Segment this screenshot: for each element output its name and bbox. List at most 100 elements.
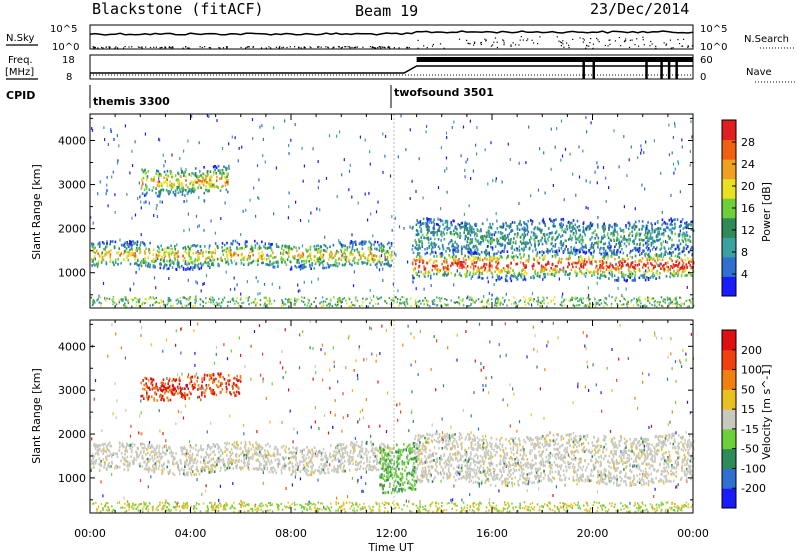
data-point	[327, 431, 330, 435]
data-point	[432, 250, 434, 254]
data-point	[168, 277, 170, 280]
data-point	[532, 325, 534, 329]
data-point	[589, 180, 591, 184]
data-point	[647, 248, 649, 252]
data-point	[219, 169, 221, 172]
data-point	[184, 297, 186, 300]
data-point	[254, 239, 256, 243]
data-point	[509, 158, 511, 161]
data-point	[565, 245, 567, 248]
data-point	[391, 228, 393, 232]
data-point	[584, 275, 587, 278]
noise-search-point	[388, 46, 390, 48]
data-point	[287, 216, 289, 220]
data-point	[307, 298, 309, 301]
data-point	[135, 304, 138, 307]
noise-search-point	[340, 47, 342, 49]
noise-search-point	[406, 46, 408, 48]
data-point	[131, 216, 133, 220]
data-point	[390, 244, 393, 247]
data-point	[677, 160, 679, 164]
data-point	[231, 254, 234, 257]
data-point	[496, 239, 498, 242]
data-point	[436, 222, 438, 226]
data-point	[315, 248, 318, 251]
data-point	[582, 228, 585, 232]
data-point	[313, 255, 316, 258]
data-point	[526, 226, 529, 230]
data-point	[550, 231, 552, 235]
data-point	[461, 261, 463, 264]
data-point	[572, 225, 574, 229]
data-point	[498, 271, 500, 274]
data-point	[283, 303, 285, 306]
data-point	[206, 256, 208, 260]
data-point	[450, 498, 452, 502]
data-point	[316, 207, 318, 211]
data-point	[440, 146, 442, 150]
data-point	[606, 246, 609, 249]
data-point	[450, 223, 453, 227]
data-point	[443, 260, 445, 263]
data-point	[522, 268, 524, 272]
data-point	[678, 262, 680, 266]
data-point	[119, 238, 121, 242]
data-point	[442, 266, 445, 269]
noise-search-point	[281, 47, 283, 49]
data-point	[328, 305, 331, 308]
data-point	[277, 260, 279, 263]
data-point	[474, 251, 477, 255]
data-point	[519, 240, 522, 244]
data-point	[660, 247, 663, 250]
data-point	[202, 305, 204, 308]
data-point	[426, 233, 428, 236]
data-point	[565, 257, 568, 261]
noise-search-point	[286, 46, 288, 49]
data-point	[531, 222, 533, 226]
data-point	[638, 219, 640, 223]
data-point	[522, 249, 525, 252]
data-point	[450, 264, 452, 268]
data-point	[182, 266, 185, 270]
data-point	[464, 273, 466, 276]
data-point	[177, 263, 180, 266]
data-point	[350, 250, 352, 254]
data-point	[170, 175, 173, 179]
data-point	[162, 259, 165, 262]
data-point	[280, 256, 283, 259]
data-point	[433, 218, 435, 221]
data-point	[682, 270, 685, 273]
data-point	[520, 223, 522, 227]
data-point	[668, 153, 670, 157]
data-point	[645, 231, 647, 235]
data-point	[135, 261, 137, 265]
data-point	[317, 277, 319, 281]
data-point	[382, 132, 384, 136]
data-point	[668, 219, 671, 222]
data-point	[614, 253, 617, 256]
data-point	[590, 244, 593, 247]
power-x-ticks	[89, 114, 694, 308]
data-point	[418, 251, 421, 255]
data-point	[203, 166, 205, 169]
data-point	[170, 252, 173, 256]
data-point	[208, 176, 211, 179]
noise-search-point	[650, 40, 652, 43]
data-point	[178, 261, 180, 265]
data-point	[344, 257, 346, 261]
data-point	[603, 257, 605, 260]
data-point	[647, 253, 649, 257]
data-point	[643, 263, 645, 267]
data-point	[544, 254, 546, 258]
data-point	[633, 269, 635, 272]
data-point	[548, 232, 551, 235]
data-point	[587, 224, 590, 228]
data-point	[510, 255, 513, 258]
data-point	[148, 201, 150, 205]
data-point	[136, 298, 138, 301]
data-point	[136, 263, 138, 266]
data-point	[158, 302, 160, 305]
data-point	[157, 180, 159, 184]
data-point	[625, 244, 628, 248]
data-point	[537, 303, 539, 306]
